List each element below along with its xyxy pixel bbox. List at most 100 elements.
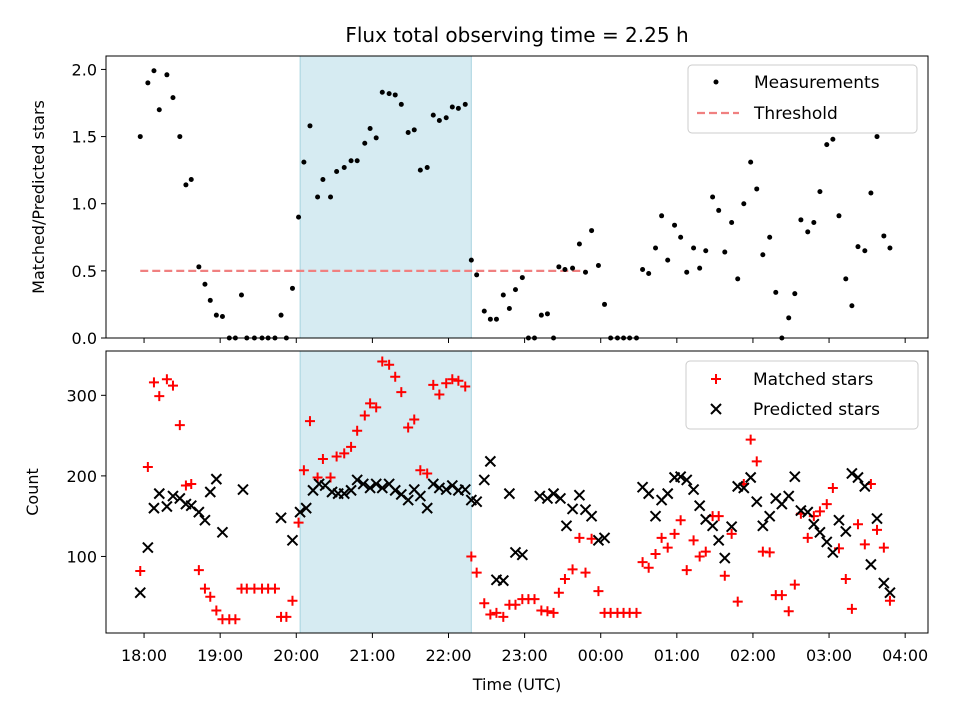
measurement-point	[678, 234, 684, 240]
measurement-point	[817, 189, 823, 195]
predicted-star-point	[598, 532, 611, 544]
measurement-point	[786, 315, 792, 321]
predicted-star-point	[738, 482, 750, 494]
y-tick-label: 1.0	[72, 195, 97, 214]
legend-matched-marker	[711, 374, 721, 384]
matched-star-point	[453, 375, 464, 386]
matched-star-point	[403, 422, 414, 433]
measurement-point	[868, 190, 874, 196]
matched-star-point	[174, 420, 185, 431]
measurement-point	[824, 142, 830, 148]
measurement-point	[805, 229, 811, 235]
predicted-star-point	[338, 487, 350, 500]
measurement-point	[156, 107, 162, 113]
bottom-x-axis: 18:00 19:00 20:00 21:00 22:00 23:00 00:00 01:00…	[121, 633, 928, 665]
matched-star-point	[167, 380, 178, 391]
measurement-point	[519, 275, 525, 281]
predicted-star-point	[744, 471, 757, 484]
predicted-star-point	[440, 483, 452, 496]
matched-stars-points	[135, 356, 895, 625]
predicted-star-point	[833, 514, 845, 526]
predicted-star-point	[199, 514, 211, 526]
top-plot-frame	[105, 55, 929, 339]
measurement-point	[320, 177, 326, 183]
measurement-point	[703, 248, 709, 254]
matched-star-point	[359, 410, 370, 421]
predicted-star-point	[795, 504, 807, 517]
predicted-star-point	[503, 487, 516, 500]
measurement-point	[653, 245, 659, 251]
x-tick-label: 22:00	[425, 646, 471, 665]
measurement-point	[500, 292, 506, 298]
matched-star-point	[559, 574, 570, 585]
matched-star-point	[694, 551, 705, 562]
measurement-point	[538, 312, 544, 318]
predicted-star-point	[821, 536, 833, 548]
predicted-star-point	[167, 490, 179, 502]
matched-star-point	[751, 456, 762, 467]
predicted-star-point	[693, 499, 706, 512]
predicted-star-point	[300, 502, 312, 514]
matched-star-point	[840, 574, 851, 585]
measurement-point	[202, 281, 208, 287]
predicted-star-point	[414, 490, 427, 502]
measurement-point	[697, 265, 703, 271]
legend-matched-label: Matched stars	[753, 370, 873, 390]
predicted-star-point	[757, 520, 769, 532]
matched-star-point	[510, 599, 521, 610]
legend-plus-glyph	[711, 374, 721, 384]
predicted-star-point	[852, 471, 864, 484]
matched-star-point	[878, 542, 889, 553]
measurement-point	[716, 207, 722, 213]
measurement-point	[177, 134, 183, 140]
predicted-star-point	[681, 474, 693, 486]
matched-star-point	[447, 374, 458, 385]
bottom-panel: 100 200 300 18:00 19:00 20:00 21:00 22:00 23:00…	[23, 350, 929, 694]
matched-star-point	[325, 472, 336, 483]
bottom-legend: Matched stars Predicted stars	[685, 360, 919, 430]
matched-star-point	[142, 462, 153, 473]
matched-star-point	[732, 596, 743, 607]
measurement-point	[684, 269, 690, 275]
matched-star-point	[148, 377, 159, 388]
y-tick-label: 300	[66, 386, 97, 405]
predicted-star-point	[554, 492, 567, 505]
measurement-point	[830, 136, 836, 142]
predicted-star-point	[204, 486, 216, 498]
measurement-point	[710, 194, 716, 200]
matched-star-point	[548, 607, 559, 618]
bottom-y-axis: 100 200 300	[66, 386, 106, 566]
predicted-star-point	[674, 470, 687, 483]
bottom-y-axis-label: Count	[23, 468, 42, 516]
measurement-point	[417, 167, 423, 173]
predicted-star-point	[814, 526, 826, 538]
measurement-point	[773, 289, 779, 295]
measurement-point	[411, 127, 417, 133]
matched-star-point	[135, 565, 146, 576]
matched-star-point	[293, 517, 304, 528]
predicted-star-point	[351, 474, 363, 486]
predicted-star-point	[134, 587, 146, 599]
measurement-point	[556, 264, 562, 270]
measurement-point	[843, 276, 849, 282]
matched-star-point	[422, 468, 433, 479]
predicted-star-point	[840, 525, 852, 538]
predicted-star-point	[763, 510, 776, 522]
measurement-point	[341, 164, 347, 170]
matched-star-point	[211, 605, 222, 616]
measurement-point	[213, 312, 219, 318]
predicted-star-point	[459, 483, 471, 496]
top-legend-box	[687, 64, 918, 134]
measurement-point	[398, 101, 404, 107]
measurement-point	[238, 292, 244, 298]
measurement-point	[887, 245, 893, 251]
measurement-point	[583, 269, 588, 275]
matched-star-point	[764, 547, 775, 558]
predicted-star-point	[370, 478, 382, 490]
measurement-point	[672, 222, 678, 228]
measurement-point	[487, 316, 493, 322]
measurement-point	[468, 257, 474, 263]
matched-star-point	[205, 591, 216, 602]
predicted-star-point	[884, 587, 896, 599]
